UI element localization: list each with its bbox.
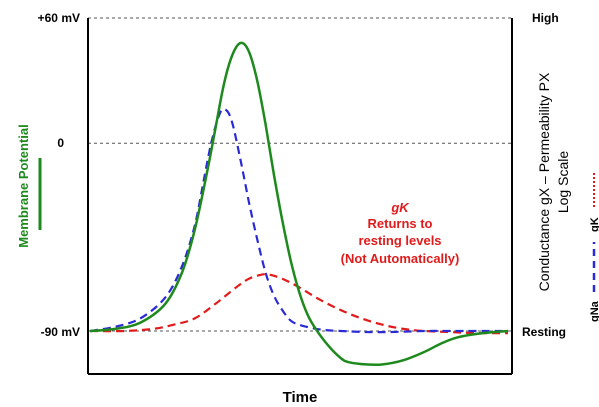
annotation-line4: (Not Automatically) (341, 251, 460, 266)
right-label-resting: Resting (522, 325, 566, 339)
right-axis-title-line1: Conductance gX – Permeability PX (536, 72, 552, 291)
annotation: gK Returns to resting levels (Not Automa… (341, 200, 460, 266)
y-tick-label-bottom: -90 mV (41, 325, 80, 339)
series-line-membrane (89, 41, 509, 367)
y-axis-title-text: Membrane Potential (16, 124, 31, 248)
right-axis-title: Conductance gX – Permeability PX Log Sca… (536, 72, 571, 291)
x-axis-title: Time (283, 389, 318, 406)
legend-gk-label: gK (589, 217, 599, 232)
legend: gNa gK (589, 172, 599, 322)
annotation-line3: resting levels (358, 233, 441, 248)
legend-gna-label: gNa (589, 300, 599, 322)
annotation-line2: Returns to (368, 216, 433, 231)
annotation-line1: gK (390, 200, 410, 215)
right-label-high: High (532, 11, 559, 25)
y-axis-title: Membrane Potential (16, 124, 31, 248)
gridlines (88, 17, 512, 332)
right-axis-title-line2: Log Scale (555, 151, 571, 213)
series-line-gk (89, 273, 509, 335)
y-tick-label-zero: 0 (57, 136, 64, 150)
series-line-gna (89, 107, 508, 334)
series-group (89, 41, 509, 367)
y-tick-label-top: +60 mV (38, 11, 80, 25)
